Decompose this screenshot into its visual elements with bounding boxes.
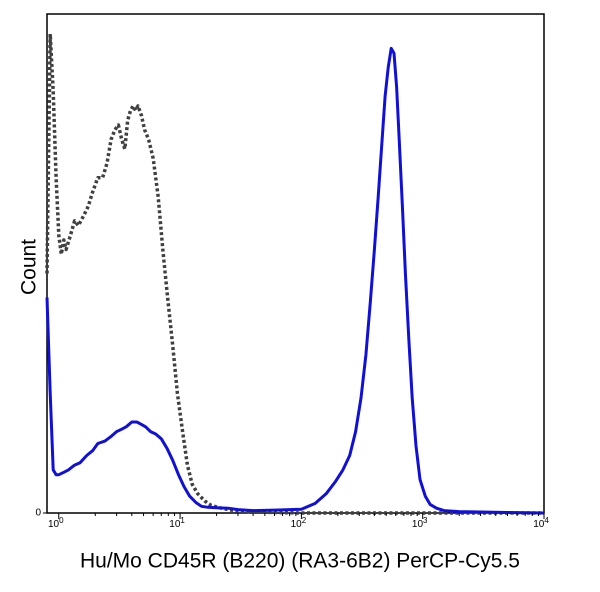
plot-frame — [46, 13, 545, 514]
series-layer — [45, 32, 545, 515]
y-axis-title: Count — [18, 239, 41, 295]
series-line-solid — [45, 46, 545, 515]
x-tick-label: 102 — [291, 516, 307, 530]
x-tick-label: 100 — [48, 516, 64, 530]
x-tick-label: 103 — [412, 516, 428, 530]
x-axis-title: Hu/Mo CD45R (B220) (RA3-6B2) PerCP-Cy5.5 — [80, 550, 520, 573]
y-tick-layer: 0 — [35, 508, 47, 519]
x-tick-layer: 100 101 102 103 104 — [48, 513, 549, 530]
series-line-dotted — [45, 32, 544, 515]
y-tick-label: 0 — [35, 508, 41, 519]
x-tick-label: 101 — [169, 516, 185, 530]
x-tick-label: 104 — [533, 516, 549, 530]
